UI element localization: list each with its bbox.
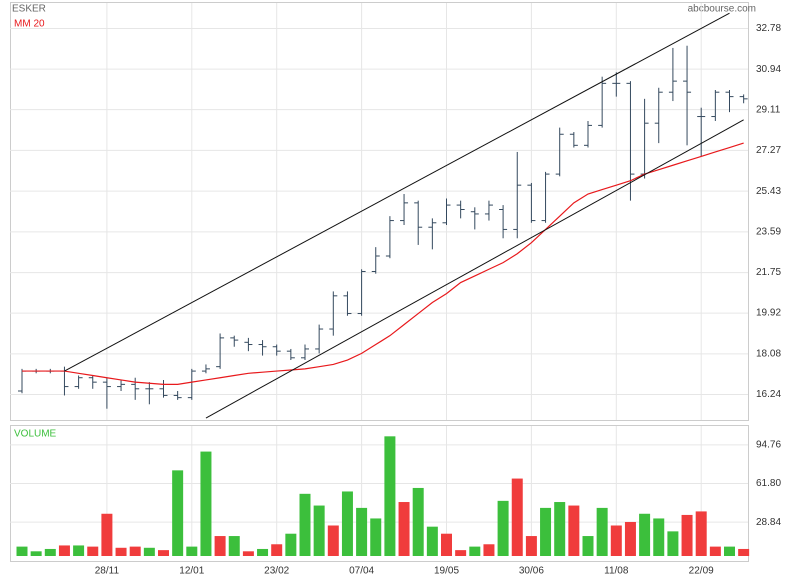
volume-bar (101, 513, 113, 556)
volume-bar (285, 533, 297, 556)
trendline (64, 12, 730, 372)
volume-bar (624, 521, 636, 556)
volume-bar (115, 547, 127, 556)
volume-bar (186, 546, 198, 556)
x-tick-label: 30/06 (519, 566, 544, 577)
y-tick-label: 21.75 (756, 267, 781, 278)
y-tick-label: 61.80 (756, 478, 781, 489)
volume-bar (738, 548, 750, 556)
volume-bar (341, 491, 353, 556)
volume-bar (158, 550, 169, 556)
price-frame (10, 2, 749, 421)
y-tick-label: 29.11 (756, 104, 781, 115)
volume-bar (426, 526, 438, 556)
volume-bar (200, 451, 212, 556)
chart-title: ESKER (12, 4, 46, 15)
volume-bar (709, 546, 721, 556)
volume-bar (554, 502, 566, 556)
volume-bar (370, 518, 382, 556)
volume-bar (242, 551, 254, 556)
x-tick-label: 28/11 (95, 566, 120, 577)
volume-bar (313, 505, 325, 556)
volume-bar (384, 436, 396, 556)
y-tick-label: 23.59 (756, 227, 781, 238)
volume-bar (30, 551, 42, 556)
volume-title: VOLUME (14, 429, 57, 440)
volume-bar (596, 507, 608, 556)
volume-bar (87, 546, 99, 556)
volume-bar (610, 525, 622, 556)
volume-bar (412, 487, 424, 556)
volume-bar (257, 548, 269, 556)
volume-bar (271, 544, 283, 556)
source: abcbourse.com (688, 4, 756, 15)
y-tick-label: 28.84 (756, 517, 781, 528)
volume-bar (172, 470, 184, 556)
volume-bar (639, 513, 651, 556)
volume-bar (525, 536, 537, 556)
y-tick-label: 19.92 (756, 308, 781, 319)
y-tick-label: 32.78 (756, 23, 781, 34)
volume-bar (455, 550, 467, 556)
x-tick-label: 12/01 (179, 566, 204, 577)
volume-bar (129, 546, 141, 556)
volume-bar (667, 531, 679, 556)
volume-bar (58, 545, 70, 556)
volume-bar (356, 507, 368, 556)
x-tick-label: 19/05 (434, 566, 459, 577)
volume-bar (511, 478, 523, 556)
volume-bar (724, 546, 735, 556)
y-tick-label: 94.76 (756, 439, 781, 450)
volume-bar (73, 545, 85, 556)
volume-bar (497, 500, 509, 556)
volume-bar (483, 544, 495, 556)
volume-bar (582, 536, 594, 556)
y-tick-label: 25.43 (756, 186, 781, 197)
volume-bar (653, 518, 665, 556)
y-tick-label: 27.27 (756, 145, 781, 156)
y-tick-label: 16.24 (756, 389, 781, 400)
volume-bar (299, 493, 311, 556)
volume-bar (695, 511, 707, 556)
volume-bar (398, 502, 410, 556)
legend-label: MM 20 (14, 19, 45, 30)
moving-average (22, 142, 744, 385)
y-tick-label: 18.08 (756, 348, 781, 359)
y-tick-label: 30.94 (756, 64, 781, 75)
x-tick-label: 22/09 (689, 566, 714, 577)
x-tick-label: 07/04 (349, 566, 374, 577)
volume-bar (540, 507, 552, 556)
volume-bar (143, 547, 155, 556)
x-tick-label: 23/02 (264, 566, 289, 577)
volume-bar (228, 536, 240, 556)
volume-bar (568, 505, 580, 556)
volume-bar (44, 548, 56, 556)
volume-bar (441, 533, 452, 556)
volume-frame (10, 425, 749, 562)
volume-bar (469, 546, 481, 556)
x-tick-label: 11/08 (604, 566, 629, 577)
volume-bar (327, 525, 339, 556)
volume-bar (681, 514, 693, 556)
trendline (205, 119, 744, 419)
volume-bar (16, 546, 28, 556)
volume-bar (214, 536, 226, 556)
